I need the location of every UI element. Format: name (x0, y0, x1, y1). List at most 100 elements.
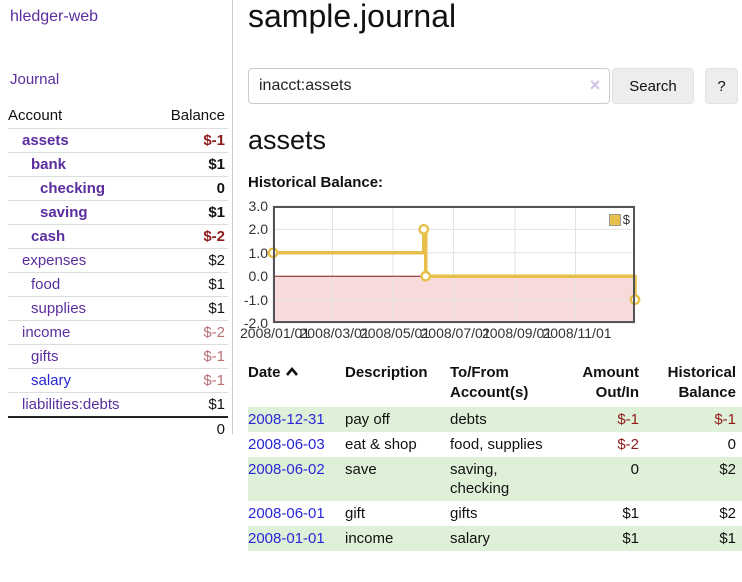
account-row: liabilities:debts $1 (8, 392, 228, 418)
legend-label: $ (622, 212, 630, 227)
account-row: checking 0 (8, 176, 228, 201)
x-axis-tick-label: 2008/07/01 (420, 325, 491, 341)
balance-cell: 0 (727, 436, 736, 453)
chart-y-axis-labels: 3.0 2.0 1.0 0.0 -1.0 -2.0 (220, 198, 268, 331)
accounts-cell: saving, checking (450, 461, 510, 497)
amount-cell: $1 (622, 530, 639, 547)
description-cell: gift (345, 505, 366, 522)
y-axis-tick-label: 2.0 (248, 221, 268, 238)
y-axis-tick-label: 0.0 (248, 268, 268, 285)
chart-title: Historical Balance: (248, 174, 384, 191)
account-link-salary[interactable]: salary (31, 372, 72, 389)
x-axis-tick-label: 2008/09/01 (481, 325, 553, 341)
search-button[interactable]: Search (612, 68, 694, 104)
column-header-date[interactable]: Date (248, 361, 345, 407)
date-link[interactable]: 2008-12-31 (248, 411, 325, 428)
account-balance: $-2 (153, 224, 228, 249)
account-row: bank $1 (8, 152, 228, 177)
y-axis-tick-label: 1.0 (248, 244, 268, 261)
description-cell: eat & shop (345, 436, 417, 453)
help-button[interactable]: ? (705, 68, 738, 104)
chart-legend: $ (608, 212, 630, 227)
date-link[interactable]: 2008-06-02 (248, 461, 325, 478)
sidebar-total-value: 0 (153, 416, 228, 441)
balance-column-header: Balance (153, 104, 228, 129)
account-row: food $1 (8, 272, 228, 297)
account-row: cash $-2 (8, 224, 228, 249)
balance-cell: $-1 (714, 411, 736, 428)
balance-cell: $2 (719, 505, 736, 522)
account-link-saving[interactable]: saving (40, 204, 88, 221)
register-row: 2008-12-31 pay off debts $-1 $-1 (248, 407, 742, 432)
x-axis-tick-label: 2008/11/01 (542, 325, 612, 341)
register-row: 2008-01-01 income salary $1 $1 (248, 526, 742, 551)
account-link-cash[interactable]: cash (31, 228, 66, 245)
main-content: sample.journal × Search ? assets Histori… (240, 0, 742, 582)
y-axis-tick-label: 3.0 (248, 198, 268, 214)
account-link-food[interactable]: food (31, 276, 61, 293)
nav-journal-link[interactable]: Journal (10, 71, 60, 88)
register-row: 2008-06-03 eat & shop food, supplies $-2… (248, 432, 742, 457)
account-balance: $-1 (153, 128, 228, 153)
sidebar-divider (232, 0, 233, 434)
account-row: saving $1 (8, 200, 228, 225)
accounts-cell: salary (450, 530, 491, 547)
account-link-gifts[interactable]: gifts (31, 348, 59, 365)
sidebar-accounts-table: Account Balance assets $-1 bank $1 check… (8, 104, 228, 441)
description-cell: save (345, 461, 377, 478)
date-link[interactable]: 2008-01-01 (248, 530, 325, 547)
account-balance: $1 (153, 152, 228, 177)
account-balance: $1 (153, 200, 228, 225)
account-row: assets $-1 (8, 128, 228, 153)
x-axis-tick-label: 2008/01/01 (240, 325, 311, 341)
account-row: income $-2 (8, 320, 228, 345)
account-link-expenses[interactable]: expenses (22, 252, 87, 269)
account-link-income[interactable]: income (22, 324, 71, 341)
account-link-supplies[interactable]: supplies (31, 300, 87, 317)
sidebar-total-row: 0 (8, 416, 228, 441)
account-link-liabilities-debts[interactable]: liabilities:debts (22, 396, 120, 413)
date-link[interactable]: 2008-06-03 (248, 436, 325, 453)
account-balance: $1 (153, 392, 228, 418)
amount-cell: $1 (622, 505, 639, 522)
account-row: salary $-1 (8, 368, 228, 393)
accounts-cell: food, supplies (450, 436, 543, 453)
column-header-accounts: To/From Account(s) (450, 364, 529, 401)
search-input[interactable] (248, 68, 610, 104)
account-balance: $-2 (153, 320, 228, 345)
accounts-cell: gifts (450, 505, 478, 522)
register-table: Date Description To/From Account(s) Amou… (248, 361, 742, 551)
clear-search-icon[interactable]: × (589, 75, 601, 95)
sidebar: hledger-web Journal Account Balance asse… (0, 0, 232, 582)
account-row: supplies $1 (8, 296, 228, 321)
x-axis-tick-label: 2008/05/01 (360, 325, 431, 341)
account-heading: assets (248, 125, 327, 155)
account-link-assets[interactable]: assets (22, 132, 69, 149)
y-axis-tick-label: -2.0 (243, 315, 268, 331)
account-balance: $-1 (153, 368, 228, 393)
column-header-balance: Historical Balance (667, 364, 736, 401)
sort-ascending-icon (285, 364, 299, 384)
account-link-bank[interactable]: bank (31, 156, 67, 173)
date-link[interactable]: 2008-06-01 (248, 505, 325, 522)
account-balance: $2 (153, 248, 228, 273)
register-row: 2008-06-02 save saving, checking 0 $2 (248, 457, 742, 501)
balance-chart: $ (267, 205, 641, 324)
description-cell: income (345, 530, 394, 547)
column-header-amount: Amount Out/In (582, 364, 639, 401)
y-axis-tick-label: -1.0 (243, 291, 268, 308)
register-row: 2008-06-01 gift gifts $1 $2 (248, 501, 742, 526)
column-header-description: Description (345, 364, 428, 381)
amount-cell: $-2 (617, 436, 639, 453)
brand-link[interactable]: hledger-web (10, 8, 99, 25)
amount-cell: $-1 (617, 411, 639, 428)
account-link-checking[interactable]: checking (40, 180, 106, 197)
chart-x-axis-labels: 2008/01/01 2008/03/01 2008/05/01 2008/07/01… (240, 325, 635, 341)
register-header-row: Date Description To/From Account(s) Amou… (248, 361, 742, 407)
account-balance: $-1 (153, 344, 228, 369)
legend-swatch-icon (608, 213, 621, 226)
account-row: expenses $2 (8, 248, 228, 273)
description-cell: pay off (345, 411, 390, 428)
account-column-header: Account (8, 104, 154, 129)
